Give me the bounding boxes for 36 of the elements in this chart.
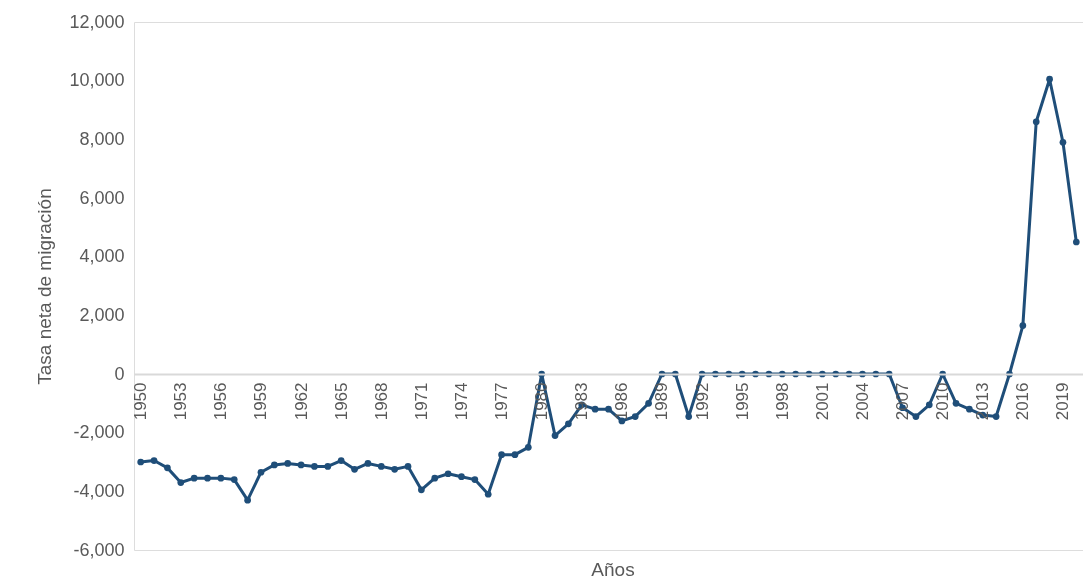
x-tick-label: 2010 xyxy=(933,382,953,421)
x-tick-label: 2007 xyxy=(893,382,913,421)
x-tick-label: 2019 xyxy=(1053,382,1073,421)
x-tick-label: 1968 xyxy=(371,382,391,421)
x-tick-label: 1983 xyxy=(572,382,592,421)
y-tick-label: 10,000 xyxy=(69,70,125,91)
y-axis-title: Tasa neta de migración xyxy=(34,188,56,385)
x-axis-title: Años xyxy=(591,559,635,580)
x-tick-label: 1950 xyxy=(131,382,151,421)
x-tick-label: 2001 xyxy=(812,382,832,421)
x-tick-label: 1989 xyxy=(652,382,672,421)
x-tick-label: 1974 xyxy=(451,382,471,421)
x-tick-label: 1971 xyxy=(411,382,431,421)
x-tick-label: 1959 xyxy=(251,382,271,421)
x-tick-label: 1977 xyxy=(492,382,512,421)
x-tick-label: 1962 xyxy=(291,382,311,421)
y-tick-label: 2,000 xyxy=(79,304,125,325)
x-tick-label: 1953 xyxy=(171,382,191,421)
y-tick-label: -6,000 xyxy=(73,539,125,560)
x-tick-label: 1992 xyxy=(692,382,712,421)
x-tick-label: 1956 xyxy=(211,382,231,421)
y-tick-label: 4,000 xyxy=(79,246,125,267)
y-tick-label: -4,000 xyxy=(73,480,125,501)
y-tick-label: 0 xyxy=(114,363,125,384)
x-tick-label: 1998 xyxy=(772,382,792,421)
x-tick-label: 1965 xyxy=(331,382,351,421)
x-tick-label: 1980 xyxy=(532,382,552,421)
y-tick-label: -2,000 xyxy=(73,422,125,443)
x-tick-label: 2004 xyxy=(852,382,872,421)
x-tick-label: 1986 xyxy=(612,382,632,421)
x-tick-label: 1995 xyxy=(732,382,752,421)
x-tick-label: 2016 xyxy=(1013,382,1033,421)
x-tick-label: 2013 xyxy=(973,382,993,421)
y-tick-label: 12,000 xyxy=(69,11,125,32)
y-tick-label: 8,000 xyxy=(79,128,125,149)
y-tick-label: 6,000 xyxy=(79,187,125,208)
